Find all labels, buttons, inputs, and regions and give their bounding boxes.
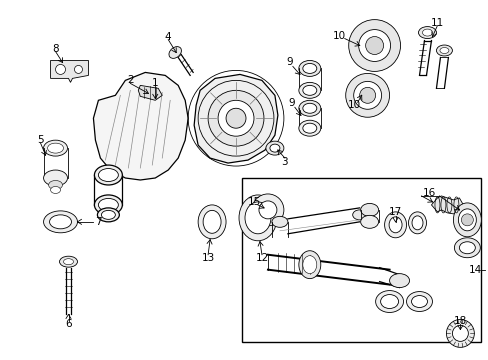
Text: 9: 9 xyxy=(288,98,295,108)
Ellipse shape xyxy=(302,256,316,274)
Ellipse shape xyxy=(298,100,320,116)
Text: 14: 14 xyxy=(468,265,481,275)
Ellipse shape xyxy=(239,195,276,241)
Circle shape xyxy=(218,100,253,136)
Ellipse shape xyxy=(43,140,67,156)
Ellipse shape xyxy=(384,212,406,238)
Ellipse shape xyxy=(457,209,475,231)
Ellipse shape xyxy=(47,143,63,153)
Ellipse shape xyxy=(302,103,316,113)
Ellipse shape xyxy=(389,274,408,288)
Ellipse shape xyxy=(244,202,270,234)
Ellipse shape xyxy=(169,46,181,58)
Text: 6: 6 xyxy=(65,319,72,329)
Circle shape xyxy=(348,20,400,71)
Text: 15: 15 xyxy=(247,197,260,207)
Ellipse shape xyxy=(411,296,427,307)
Ellipse shape xyxy=(63,259,73,265)
Bar xyxy=(242,178,480,342)
Polygon shape xyxy=(138,85,162,100)
Polygon shape xyxy=(194,75,277,163)
Polygon shape xyxy=(93,72,188,180)
Ellipse shape xyxy=(302,123,316,133)
Circle shape xyxy=(251,194,284,226)
Ellipse shape xyxy=(360,203,378,216)
Circle shape xyxy=(56,64,65,75)
Ellipse shape xyxy=(94,195,122,215)
Text: 4: 4 xyxy=(164,32,171,41)
Circle shape xyxy=(345,73,389,117)
Circle shape xyxy=(365,37,383,54)
Ellipse shape xyxy=(375,291,403,312)
Ellipse shape xyxy=(97,208,119,222)
Circle shape xyxy=(461,214,472,226)
Ellipse shape xyxy=(380,294,398,309)
Ellipse shape xyxy=(422,29,431,36)
Circle shape xyxy=(74,66,82,73)
Text: 17: 17 xyxy=(388,207,401,217)
Circle shape xyxy=(359,87,375,103)
Circle shape xyxy=(208,90,264,146)
Text: 2: 2 xyxy=(127,75,133,85)
Ellipse shape xyxy=(98,198,118,211)
Ellipse shape xyxy=(411,216,422,230)
Ellipse shape xyxy=(458,242,474,254)
Ellipse shape xyxy=(43,170,67,186)
Circle shape xyxy=(446,319,473,347)
Text: 13: 13 xyxy=(201,253,214,263)
Text: 16: 16 xyxy=(422,188,435,198)
Ellipse shape xyxy=(269,144,279,152)
Text: 10: 10 xyxy=(332,31,346,41)
Ellipse shape xyxy=(49,215,71,229)
Ellipse shape xyxy=(50,186,61,193)
Ellipse shape xyxy=(298,60,320,76)
Text: 9: 9 xyxy=(286,58,293,67)
Text: 12: 12 xyxy=(255,253,268,263)
Circle shape xyxy=(353,81,381,109)
Text: 3: 3 xyxy=(281,157,287,167)
Text: 8: 8 xyxy=(52,44,59,54)
Ellipse shape xyxy=(453,238,479,258)
Ellipse shape xyxy=(302,85,316,95)
Text: 11: 11 xyxy=(430,18,443,28)
Text: 10: 10 xyxy=(347,100,361,110)
Ellipse shape xyxy=(271,216,287,227)
Text: 1: 1 xyxy=(152,78,158,88)
Ellipse shape xyxy=(298,82,320,98)
Circle shape xyxy=(225,108,245,128)
Ellipse shape xyxy=(98,168,118,181)
Ellipse shape xyxy=(298,120,320,136)
Ellipse shape xyxy=(101,210,115,219)
Ellipse shape xyxy=(265,141,284,155)
Ellipse shape xyxy=(43,211,77,233)
Ellipse shape xyxy=(360,215,378,228)
Text: 5: 5 xyxy=(37,135,44,145)
Ellipse shape xyxy=(439,48,448,54)
Ellipse shape xyxy=(48,180,62,189)
Ellipse shape xyxy=(436,45,451,56)
Ellipse shape xyxy=(298,251,320,279)
Ellipse shape xyxy=(352,210,366,220)
Circle shape xyxy=(451,325,468,341)
Ellipse shape xyxy=(452,203,480,237)
Text: 7: 7 xyxy=(95,217,102,227)
Polygon shape xyxy=(50,60,88,82)
Ellipse shape xyxy=(407,212,426,234)
Circle shape xyxy=(259,201,276,219)
Ellipse shape xyxy=(198,205,225,239)
Ellipse shape xyxy=(406,292,431,311)
Ellipse shape xyxy=(418,27,436,39)
Ellipse shape xyxy=(302,63,316,73)
Polygon shape xyxy=(430,196,463,214)
Text: 18: 18 xyxy=(453,316,466,327)
Circle shape xyxy=(358,30,390,62)
Ellipse shape xyxy=(94,165,122,185)
Ellipse shape xyxy=(203,210,221,233)
Ellipse shape xyxy=(60,256,77,267)
Ellipse shape xyxy=(388,217,401,233)
